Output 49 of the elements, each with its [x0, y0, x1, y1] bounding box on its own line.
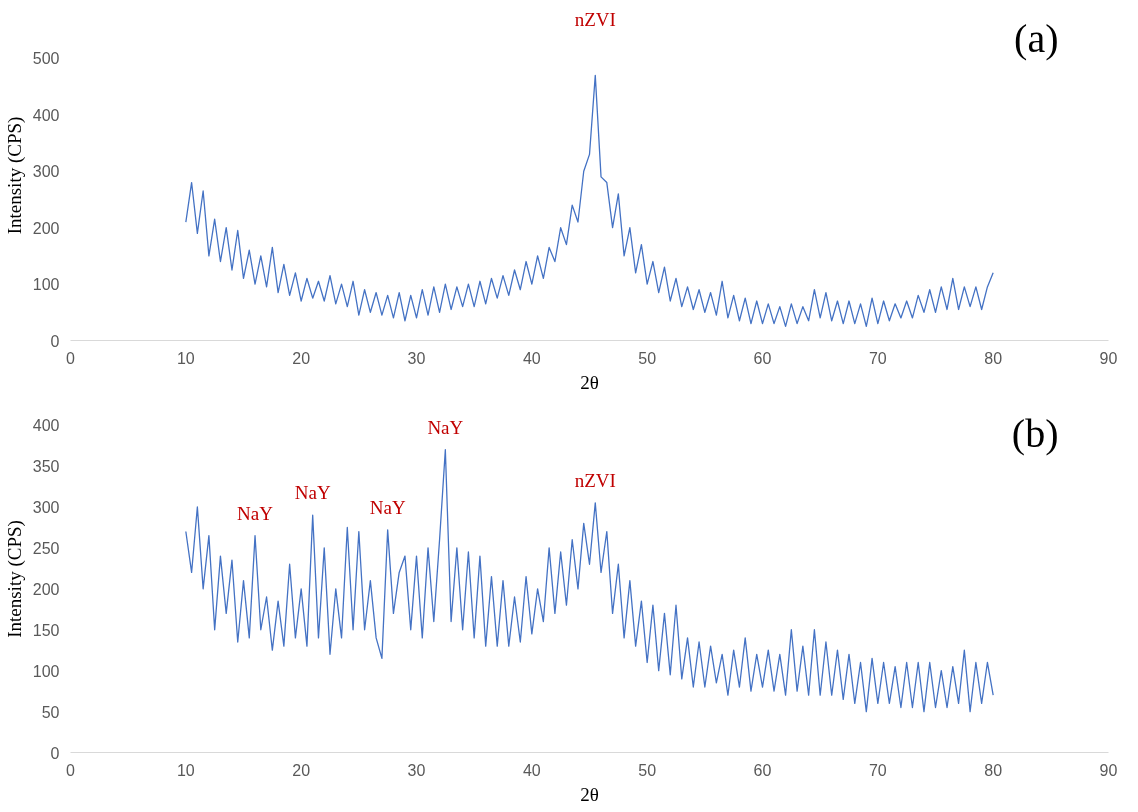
x-tick-label: 80 [984, 761, 1003, 779]
y-tick-label: 50 [41, 703, 60, 721]
y-tick-label: 350 [32, 458, 60, 476]
x-tick-label: 30 [407, 761, 426, 779]
annotation: (b) [1011, 410, 1059, 456]
y-tick-label: 100 [32, 662, 60, 680]
line-series [185, 449, 994, 713]
y-tick-label: 250 [32, 539, 60, 557]
y-axis-title: Intensity (CPS) [3, 116, 26, 235]
y-tick-label: 150 [32, 621, 60, 639]
annotation: nZVI [574, 469, 616, 491]
x-tick-label: 20 [292, 761, 311, 779]
y-axis-title: Intensity (CPS) [3, 520, 26, 638]
x-tick-label: 40 [522, 349, 541, 367]
x-tick-label: 90 [1099, 761, 1118, 779]
annotation: nZVI [574, 9, 616, 31]
x-tick-label: 40 [522, 761, 541, 779]
y-tick-label: 0 [50, 332, 60, 350]
x-tick-label: 90 [1099, 349, 1118, 367]
x-tick-label: 60 [753, 761, 772, 779]
x-axis-title: 2θ [580, 783, 599, 805]
y-tick-label: 200 [32, 219, 60, 237]
x-tick-label: 20 [292, 349, 311, 367]
x-tick-label: 60 [753, 349, 772, 367]
y-tick-label: 400 [32, 417, 60, 435]
x-tick-label: 50 [638, 761, 657, 779]
x-tick-label: 80 [984, 349, 1003, 367]
y-tick-label: 300 [32, 498, 60, 516]
annotation: (a) [1014, 15, 1059, 61]
line-series [185, 74, 994, 328]
x-axis-title: 2θ [580, 371, 599, 393]
x-tick-label: 50 [638, 349, 657, 367]
x-tick-label: 70 [868, 349, 887, 367]
x-tick-label: 30 [407, 349, 426, 367]
x-tick-label: 0 [66, 349, 76, 367]
x-tick-label: 70 [868, 761, 887, 779]
y-tick-label: 200 [32, 580, 60, 598]
y-tick-label: 100 [32, 276, 60, 294]
y-tick-label: 500 [32, 50, 60, 68]
y-tick-label: 300 [32, 163, 60, 181]
y-tick-label: 400 [32, 106, 60, 124]
x-tick-label: 0 [66, 761, 76, 779]
annotation: NaY [369, 496, 406, 518]
annotation: NaY [294, 482, 331, 504]
y-tick-label: 0 [50, 744, 60, 762]
annotation: NaY [427, 416, 464, 438]
x-tick-label: 10 [176, 349, 195, 367]
x-tick-label: 10 [176, 761, 195, 779]
annotation: NaY [237, 502, 274, 524]
